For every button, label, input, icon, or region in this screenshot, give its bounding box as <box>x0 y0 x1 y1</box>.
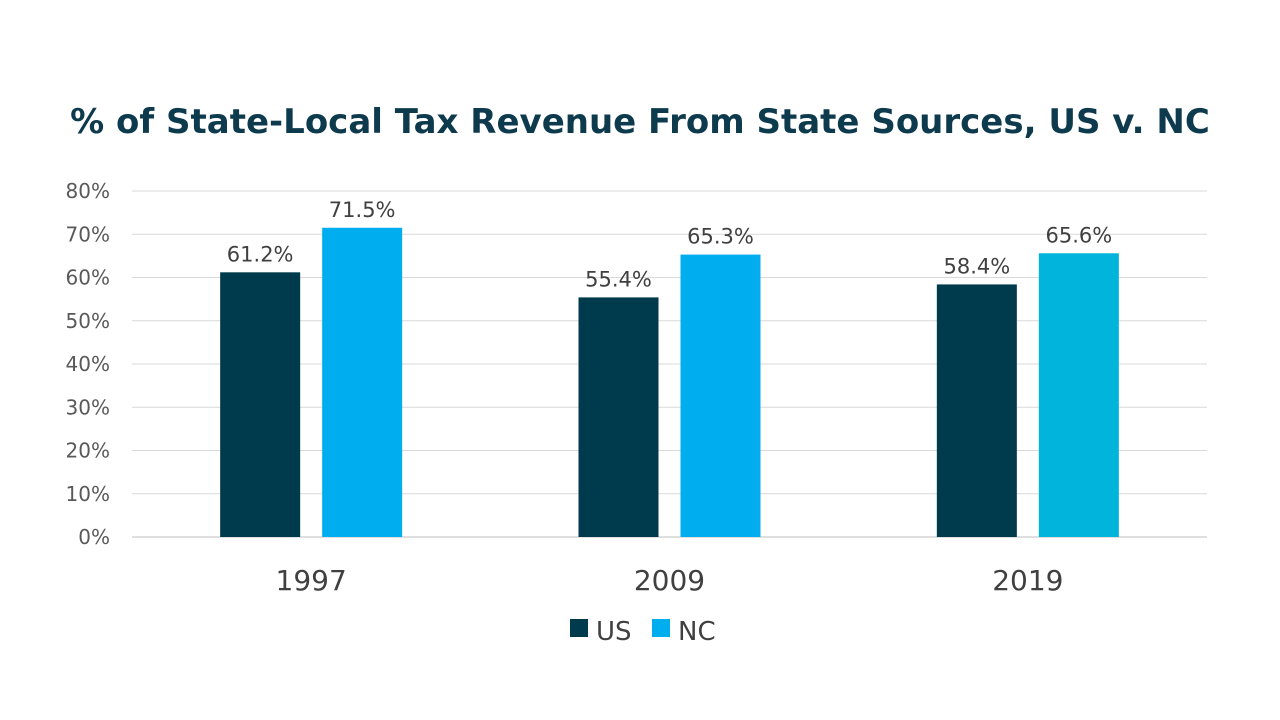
y-tick-label: 50% <box>66 309 110 333</box>
x-category-label: 2009 <box>634 564 705 597</box>
data-label: 65.3% <box>687 225 754 249</box>
y-tick-label: 70% <box>66 222 110 246</box>
y-tick-label: 60% <box>66 266 110 290</box>
bar-us-1997 <box>220 272 301 537</box>
legend-swatch-us <box>570 619 588 637</box>
y-tick-label: 80% <box>66 179 110 203</box>
bar-nc-2009 <box>680 254 761 537</box>
legend-swatch-nc <box>652 619 670 637</box>
y-tick-label: 0% <box>78 525 110 549</box>
x-category-label: 1997 <box>276 564 347 597</box>
bar-nc-2019 <box>1038 253 1119 537</box>
bar-us-2009 <box>578 297 659 537</box>
y-tick-label: 30% <box>66 395 110 419</box>
data-label: 58.4% <box>943 254 1010 278</box>
legend-label-nc: NC <box>678 617 716 647</box>
y-tick-label: 40% <box>66 352 110 376</box>
data-label: 61.2% <box>227 242 294 266</box>
x-category-label: 2019 <box>992 564 1063 597</box>
data-label: 65.6% <box>1045 223 1112 247</box>
data-label: 71.5% <box>329 198 396 222</box>
y-tick-label: 20% <box>66 439 110 463</box>
legend-label-us: US <box>596 617 632 647</box>
bar-nc-1997 <box>322 227 403 537</box>
chart-title: % of State-Local Tax Revenue From State … <box>70 102 1210 142</box>
y-tick-label: 10% <box>66 482 110 506</box>
data-label: 55.4% <box>585 267 652 291</box>
bar-us-2019 <box>936 284 1017 537</box>
